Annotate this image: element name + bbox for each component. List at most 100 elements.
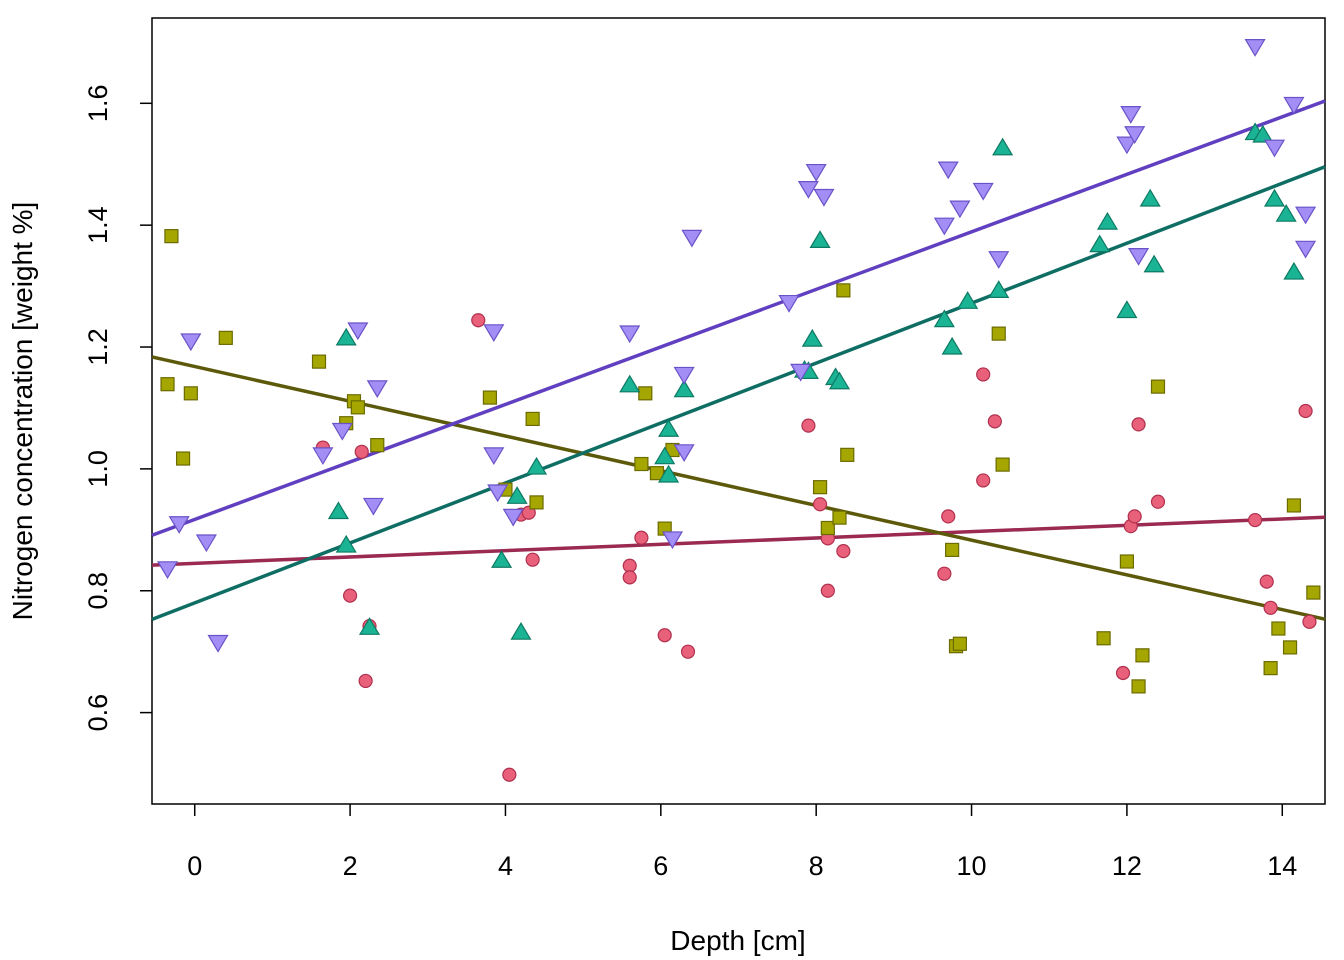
- triangle-down-point: [366, 380, 388, 399]
- triangle-up-point: [335, 534, 357, 553]
- triangle-down-point: [1283, 96, 1305, 115]
- triangle-down-point: [1128, 248, 1150, 266]
- triangle-down-point: [207, 634, 229, 653]
- circle-point: [342, 588, 358, 603]
- triangle-up-point: [957, 291, 979, 309]
- y-axis: 0.6 0.8 1.0 1.2 1.4 1.6: [83, 85, 152, 731]
- square-point: [1271, 621, 1286, 636]
- square-point: [350, 400, 365, 415]
- circle-point: [976, 473, 991, 488]
- trend-line-4: [151, 99, 1326, 537]
- triangle-down-point: [673, 444, 695, 462]
- y-tick-label: 1.0: [83, 450, 113, 488]
- triangle-up-point: [619, 374, 641, 393]
- square-point: [649, 466, 665, 481]
- triangle-down-point: [483, 324, 505, 342]
- x-tick-label: 10: [957, 851, 987, 881]
- triangle-up-point: [491, 550, 513, 568]
- square-point: [482, 390, 498, 405]
- triangle-down-point: [778, 294, 800, 313]
- triangle-up-point: [988, 280, 1010, 298]
- square-point: [1096, 631, 1111, 646]
- triangle-up-point: [1263, 188, 1286, 207]
- triangle-down-point: [1244, 39, 1266, 57]
- trend-line-2: [151, 355, 1326, 621]
- circle-point: [1259, 574, 1274, 589]
- square-point: [991, 326, 1006, 341]
- triangle-down-point: [790, 363, 812, 382]
- triangle-down-point: [797, 181, 819, 199]
- circle-point: [987, 414, 1002, 429]
- triangle-up-point: [673, 379, 695, 398]
- data-points: [156, 39, 1321, 782]
- x-tick-label: 4: [498, 851, 513, 881]
- triangle-down-point: [487, 484, 509, 503]
- circle-point: [502, 767, 517, 782]
- y-tick-label: 0.8: [83, 572, 113, 610]
- triangle-down-point: [972, 182, 994, 201]
- triangle-up-point: [1116, 300, 1138, 319]
- triangle-down-point: [347, 322, 369, 341]
- circle-point: [1115, 665, 1131, 681]
- regression-lines: [151, 99, 1326, 622]
- square-point: [1282, 640, 1298, 655]
- triangle-down-point: [933, 217, 955, 236]
- triangle-down-point: [362, 497, 384, 516]
- square-point: [634, 456, 649, 472]
- triangle-down-point: [1116, 136, 1138, 155]
- square-point: [945, 542, 960, 558]
- x-tick-label: 14: [1267, 851, 1297, 881]
- triangle-down-point: [937, 161, 959, 180]
- triangle-down-point: [949, 200, 971, 219]
- triangle-up-point: [510, 622, 532, 640]
- circle-point: [836, 544, 851, 559]
- circle-point: [1263, 600, 1278, 615]
- plot-frame: [151, 17, 1326, 805]
- triangle-down-point: [1295, 240, 1317, 259]
- circle-point: [1131, 417, 1146, 432]
- square-point: [836, 283, 851, 298]
- circle-point: [657, 628, 672, 643]
- circle-point: [801, 418, 816, 433]
- triangle-up-point: [327, 501, 349, 520]
- triangle-down-point: [168, 516, 190, 534]
- square-point: [840, 447, 855, 462]
- square-point: [529, 495, 544, 510]
- triangle-down-point: [483, 447, 505, 466]
- circle-point: [1298, 403, 1313, 419]
- square-point: [1135, 648, 1150, 663]
- trend-line-3: [151, 165, 1326, 622]
- circle-point: [820, 583, 835, 598]
- circle-point: [812, 497, 828, 512]
- x-tick-label: 0: [187, 851, 202, 881]
- triangle-down-point: [312, 447, 334, 466]
- triangle-up-point: [506, 486, 528, 504]
- circle-point: [937, 566, 952, 581]
- circle-point: [521, 505, 536, 520]
- x-axis-title: Depth [cm]: [670, 925, 805, 956]
- square-point: [370, 438, 385, 453]
- square-point: [183, 386, 198, 401]
- square-point: [311, 354, 327, 369]
- square-point: [175, 451, 191, 466]
- square-point: [952, 636, 967, 651]
- triangle-down-point: [661, 531, 684, 550]
- triangle-up-point: [654, 446, 676, 465]
- triangle-down-point: [195, 534, 217, 553]
- y-tick-label: 1.4: [83, 206, 113, 244]
- triangle-up-point: [658, 419, 680, 437]
- triangle-up-point: [658, 464, 680, 483]
- triangle-down-point: [805, 163, 827, 182]
- square-point: [160, 377, 175, 392]
- triangle-up-point: [358, 617, 381, 635]
- circle-point: [471, 313, 486, 328]
- triangle-down-point: [673, 366, 695, 385]
- x-tick-label: 8: [809, 851, 824, 881]
- circle-point: [358, 673, 373, 689]
- triangle-down-point: [156, 561, 179, 579]
- circle-point: [976, 367, 991, 382]
- circle-point: [622, 570, 637, 585]
- triangle-up-point: [335, 327, 357, 346]
- square-point: [832, 510, 847, 525]
